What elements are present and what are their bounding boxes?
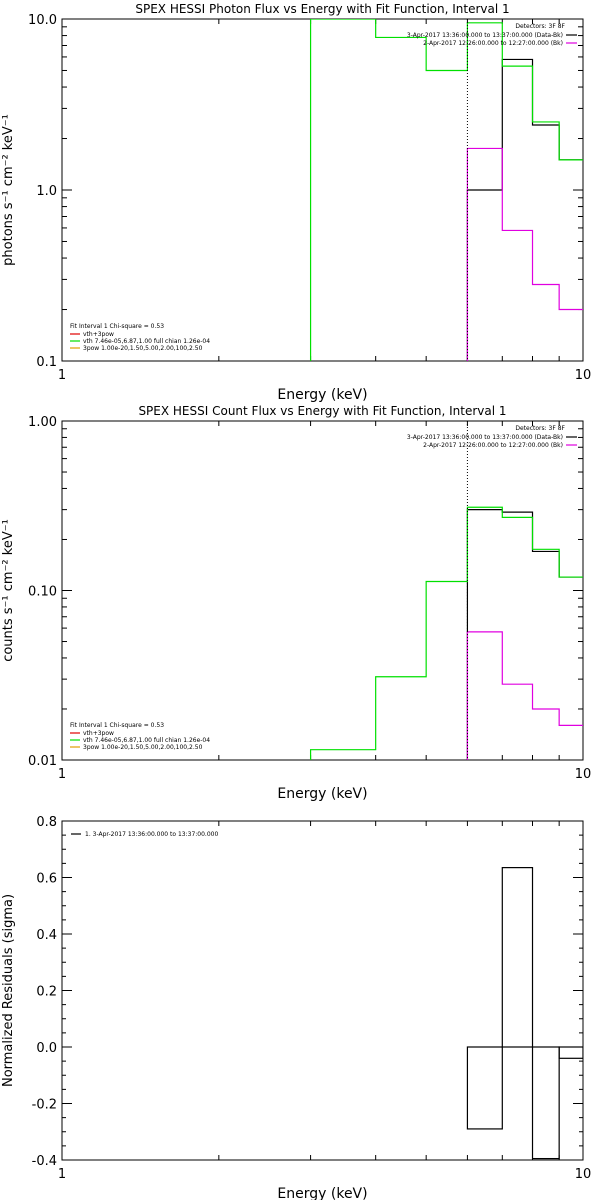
y-axis-label: counts s⁻¹ cm⁻² keV⁻¹ — [1, 519, 16, 662]
y-tick-label: -0.2 — [32, 1098, 57, 1113]
series-line-2 — [309, 506, 583, 760]
plot-frame — [61, 18, 584, 362]
chart-panel-1: SPEX HESSI Photon Flux vs Energy with Fi… — [1, 2, 591, 403]
series-line-2 — [309, 19, 583, 361]
fit-legend-entry: vth+3pow — [83, 730, 114, 737]
fit-legend-heading: Fit Interval 1 Chi-square = 0.53 — [70, 323, 164, 330]
y-tick-label: 0.8 — [36, 815, 57, 830]
series-line-1 — [466, 58, 583, 361]
residual-bar — [466, 1046, 503, 1130]
plot-frame — [61, 420, 584, 761]
x-axis-label: Energy (keV) — [277, 1186, 367, 1200]
series-group — [466, 867, 583, 1160]
x-axis-label: Energy (keV) — [277, 786, 367, 802]
chart-panel-3: 1 10 -0.4 -0.2 0.0 0.2 0.4 0.6 0.8 Energy (keV) No… — [1, 815, 591, 1200]
residual-bar — [558, 1046, 583, 1059]
series-line-3 — [466, 147, 583, 361]
x-tick-label: 1 — [58, 368, 66, 383]
series-line-3 — [466, 631, 583, 760]
y-tick-label: 1.00 — [28, 415, 57, 430]
y-tick-label: 0.10 — [28, 585, 57, 600]
legend-entry: 2-Apr-2017 12:26:00.000 to 12:27:00.000 … — [423, 442, 563, 449]
y-tick-label: 0.1 — [36, 355, 57, 370]
x-tick-label: 1 — [58, 1167, 66, 1182]
fit-legend-entry: vth+3pow — [83, 331, 114, 338]
fit-legend-heading: Fit Interval 1 Chi-square = 0.53 — [70, 722, 164, 729]
x-tick-label: 1 — [58, 767, 66, 782]
legend-entry: 2-Apr-2017 12:26:00.000 to 12:27:00.000 … — [423, 40, 563, 47]
y-tick-label: 10.0 — [28, 13, 57, 28]
residual-bar — [531, 1046, 560, 1160]
fit-legend-entry: vth 7.46e-05,6.87,1.00 full chian 1.26e-… — [83, 338, 210, 345]
x-tick-label: 10 — [575, 767, 592, 782]
series-group — [309, 421, 583, 760]
chart-panel-2: SPEX HESSI Count Flux vs Energy with Fit… — [1, 404, 591, 802]
legend-entry: 3-Apr-2017 13:36:00.000 to 13:37:00.000 … — [407, 434, 563, 441]
x-tick-label: 10 — [575, 1167, 592, 1182]
y-tick-label: 0.01 — [28, 754, 57, 769]
x-axis-label: Energy (keV) — [277, 387, 367, 403]
series-line-1 — [466, 509, 583, 760]
series-group — [309, 19, 583, 361]
fit-legend-entry: vth 7.46e-05,6.87,1.00 full chian 1.26e-… — [83, 737, 210, 744]
y-tick-label: 1.0 — [36, 184, 57, 199]
chart-title: SPEX HESSI Count Flux vs Energy with Fit… — [138, 404, 506, 418]
fit-legend-entry: 3pow 1.00e-20,1.50,5.00,2.00,100,2.50 — [83, 345, 203, 352]
x-tick-label: 10 — [575, 368, 592, 383]
y-tick-label: 0.2 — [36, 985, 57, 1000]
legend-heading: Detectors: 3F 8F — [515, 23, 565, 30]
residual-bar — [501, 867, 534, 1048]
y-tick-label: 0.6 — [36, 872, 57, 887]
legend-entry: 1. 3-Apr-2017 13:36:00.000 to 13:37:00.0… — [85, 831, 218, 838]
chart-title: SPEX HESSI Photon Flux vs Energy with Fi… — [135, 2, 509, 16]
fit-legend-entry: 3pow 1.00e-20,1.50,5.00,2.00,100,2.50 — [83, 744, 203, 751]
y-tick-label: 0.0 — [36, 1041, 57, 1056]
legend-entry: 3-Apr-2017 13:36:00.000 to 13:37:00.000 … — [407, 32, 563, 39]
plot-frame — [61, 820, 584, 1161]
y-axis-label: photons s⁻¹ cm⁻² keV⁻¹ — [1, 114, 16, 266]
y-axis-label: Normalized Residuals (sigma) — [1, 894, 16, 1087]
legend-heading: Detectors: 3F 8F — [515, 425, 565, 432]
y-tick-label: -0.4 — [32, 1154, 57, 1169]
y-tick-label: 0.4 — [36, 928, 57, 943]
